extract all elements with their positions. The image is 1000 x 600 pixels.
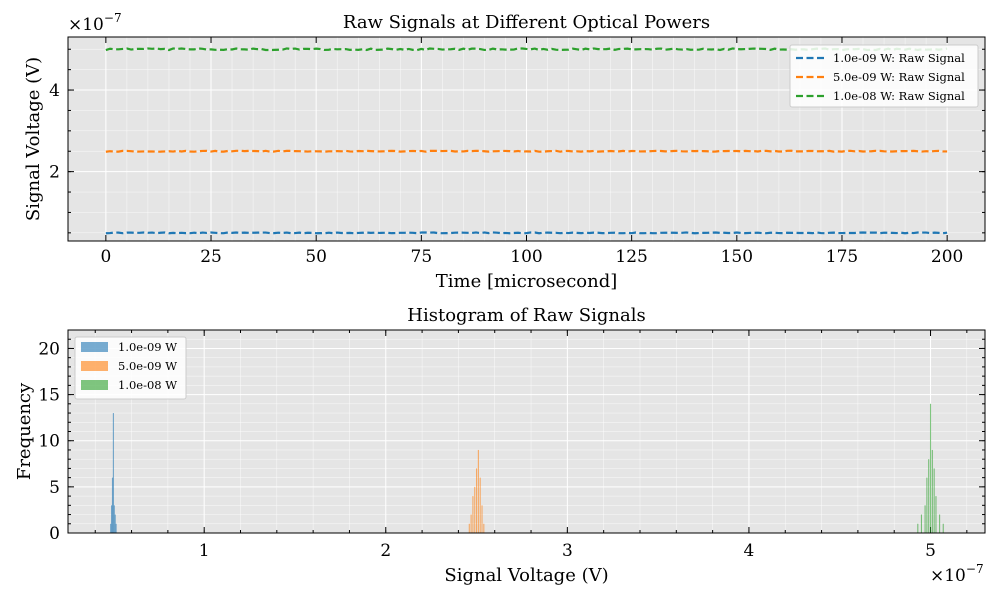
- histogram-bar-2: [472, 496, 474, 533]
- legend-label-2: 5.0e-09 W: [118, 359, 177, 373]
- legend-label-1: 1.0e-09 W: Raw Signal: [833, 51, 965, 65]
- histogram-bar-1: [113, 505, 115, 533]
- plot-frame: [67, 36, 986, 242]
- histogram-bar-3: [928, 459, 930, 533]
- histogram-bar-3: [931, 449, 933, 533]
- legend-label-3: 1.0e-08 W: Raw Signal: [833, 89, 965, 103]
- x-tick-label: 5: [925, 541, 936, 561]
- x-tick-label: 3: [562, 541, 573, 561]
- y-axis-label: Frequency: [14, 382, 35, 480]
- histogram-bar-1: [114, 514, 116, 533]
- histogram-bar-1: [111, 505, 113, 533]
- histogram-bar-2: [474, 486, 476, 533]
- histogram-bar-1: [112, 413, 114, 533]
- x-tick-label: 2: [380, 541, 391, 561]
- y-axis-label: Signal Voltage (V): [23, 57, 44, 221]
- y-tick-label: 10: [38, 432, 60, 452]
- x-tick-label: 50: [305, 247, 327, 267]
- histogram-bar-2: [468, 523, 470, 533]
- histogram-bar-1: [110, 523, 112, 533]
- legend-swatch-2: [81, 361, 108, 371]
- x-tick-label: 125: [615, 247, 647, 267]
- histogram-bar-1: [115, 523, 117, 533]
- plot-frame: [67, 329, 986, 534]
- histogram-bar-2: [481, 505, 483, 533]
- histogram-bar-3: [917, 523, 919, 533]
- y-tick-label: 5: [49, 478, 60, 498]
- x-tick-label: 100: [510, 247, 542, 267]
- series-line-1: [105, 231, 948, 235]
- histogram-bar-3: [926, 477, 928, 533]
- x-tick-label: 150: [721, 247, 753, 267]
- x-tick-label: 175: [826, 247, 858, 267]
- x-tick-label: 25: [200, 247, 222, 267]
- histogram-bar-3: [942, 523, 944, 533]
- y-tick-label: 15: [38, 386, 60, 406]
- x-axis-offset-label: ×10−7: [930, 562, 984, 586]
- y-tick-label: 2: [49, 163, 60, 183]
- y-tick-label: 4: [49, 81, 60, 101]
- x-tick-label: 75: [411, 247, 433, 267]
- histogram-bar-3: [920, 514, 922, 533]
- chart-title: Raw Signals at Different Optical Powers: [343, 12, 710, 33]
- chart-title: Histogram of Raw Signals: [407, 305, 645, 326]
- histogram-bar-3: [929, 403, 932, 533]
- legend-label-3: 1.0e-08 W: [118, 378, 177, 392]
- legend-swatch-1: [81, 342, 108, 352]
- series-line-2: [105, 149, 948, 153]
- x-axis-label: Time [microsecond]: [436, 271, 618, 292]
- line-chart-panel: 0 25 50 75 100 125 150 175 200 2 4 Raw Signals at D…: [23, 11, 986, 292]
- y-tick-label: 20: [38, 339, 60, 359]
- y-axis-offset-label: ×10−7: [68, 11, 122, 35]
- x-tick-label: 200: [931, 247, 963, 267]
- histogram-bar-2: [477, 449, 479, 533]
- histogram-bar-2: [479, 477, 481, 533]
- histogram-bar-2: [483, 523, 485, 533]
- x-axis-label: Signal Voltage (V): [444, 565, 608, 586]
- histogram-bar-3: [939, 514, 941, 533]
- legend-label-1: 1.0e-09 W: [118, 340, 177, 354]
- x-tick-label: 4: [744, 541, 755, 561]
- histogram-bar-2: [470, 514, 472, 533]
- histogram-bar-3: [924, 505, 926, 533]
- x-tick-label: 1: [199, 541, 210, 561]
- legend-box: [789, 44, 979, 108]
- legend-label-2: 5.0e-09 W: Raw Signal: [833, 70, 965, 84]
- x-tick-label: 0: [100, 247, 111, 267]
- histogram-bar-3: [933, 468, 935, 533]
- y-tick-label: 0: [49, 524, 60, 544]
- histogram-bar-2: [476, 468, 478, 533]
- histogram-bar-1: [111, 477, 114, 533]
- histogram-panel: 1 2 3 4 5 0 5 10 15 20 Histogram of Raw Signals Sig…: [14, 305, 986, 586]
- legend-swatch-3: [81, 380, 108, 390]
- histogram-bar-3: [935, 496, 937, 533]
